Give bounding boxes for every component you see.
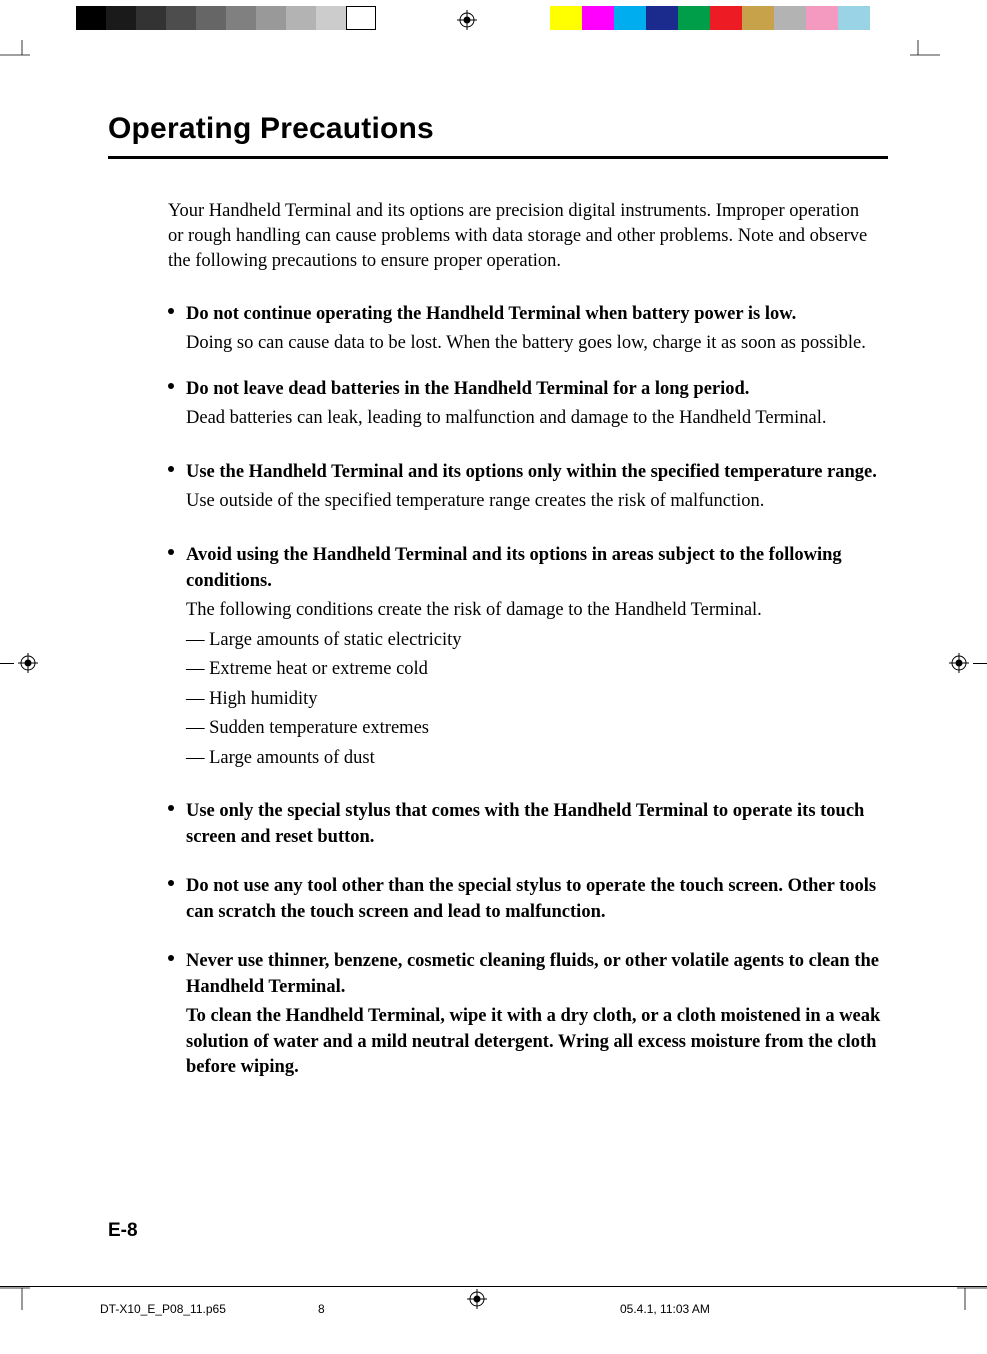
item-heading: Do not use any tool other than the speci… [186,876,876,922]
color-swatch [806,6,838,30]
item-heading: Avoid using the Handheld Terminal and it… [186,545,842,591]
grayscale-swatch [196,6,226,30]
footer-filename: DT-X10_E_P08_11.p65 [100,1302,226,1316]
footer-timestamp: 05.4.1, 11:03 AM [620,1302,710,1316]
grayscale-swatch [106,6,136,30]
sublist-line: — High humidity [186,687,888,713]
list-item: Never use thinner, benzene, cosmetic cle… [168,949,888,1081]
crop-tick [973,663,987,664]
sublist-line: — Sudden temperature extremes [186,716,888,742]
grayscale-swatch [226,6,256,30]
color-swatch [646,6,678,30]
item-body: Dead batteries can leak, leading to malf… [186,406,888,432]
crop-mark-icon [957,1280,987,1310]
grayscale-swatch [316,6,346,30]
color-swatch [710,6,742,30]
title-rule [108,156,888,159]
footer-rule [0,1286,987,1287]
color-swatch [550,6,582,30]
footer-page: 8 [318,1302,325,1316]
item-heading: Use the Handheld Terminal and its option… [186,462,877,482]
item-heading: Never use thinner, benzene, cosmetic cle… [186,951,879,997]
crop-mark-icon [0,40,30,70]
intro-paragraph: Your Handheld Terminal and its options a… [168,199,868,274]
precaution-list: Do not continue operating the Handheld T… [168,302,888,1081]
list-item: Avoid using the Handheld Terminal and it… [168,543,888,771]
bullet-icon [168,955,174,961]
sublist-line: — Large amounts of static electricity [186,628,888,654]
grayscale-swatch [166,6,196,30]
crop-mark-icon [0,1280,30,1310]
color-swatch [742,6,774,30]
registration-mark-icon [18,653,38,673]
color-swatch [678,6,710,30]
page-title: Operating Precautions [108,112,888,152]
color-swatch [838,6,870,30]
printer-color-bars [0,6,987,32]
item-heading: Do not leave dead batteries in the Handh… [186,379,749,399]
crop-mark-icon [910,40,940,70]
registration-mark-icon [457,10,477,30]
item-body: Doing so can cause data to be lost. When… [186,331,888,357]
page-number: E-8 [108,1220,138,1242]
item-heading: Use only the special stylus that comes w… [186,801,864,847]
bullet-icon [168,880,174,886]
document-page: Operating Precautions Your Handheld Term… [108,112,888,1101]
color-swatch [582,6,614,30]
bullet-icon [168,383,174,389]
color-swatch [774,6,806,30]
sublist-line: — Extreme heat or extreme cold [186,657,888,683]
item-sublist: — Large amounts of static electricity — … [186,628,888,772]
bullet-icon [168,308,174,314]
grayscale-swatch [286,6,316,30]
grayscale-swatch [346,6,376,30]
grayscale-swatch [136,6,166,30]
sublist-line: — Large amounts of dust [186,746,888,772]
registration-mark-icon [467,1289,487,1309]
item-body-bold: To clean the Handheld Terminal, wipe it … [186,1004,888,1081]
list-item: Do not leave dead batteries in the Handh… [168,377,888,432]
color-swatch [614,6,646,30]
list-item: Do not use any tool other than the speci… [168,874,888,925]
bullet-icon [168,466,174,472]
grayscale-swatch [76,6,106,30]
print-footer: DT-X10_E_P08_11.p65 8 05.4.1, 11:03 AM [0,1302,987,1332]
item-body: The following conditions create the risk… [186,598,888,624]
registration-mark-icon [949,653,969,673]
grayscale-swatch [256,6,286,30]
item-heading: Do not continue operating the Handheld T… [186,304,796,324]
list-item: Do not continue operating the Handheld T… [168,302,888,357]
bullet-icon [168,805,174,811]
bullet-icon [168,549,174,555]
crop-tick [0,663,14,664]
list-item: Use the Handheld Terminal and its option… [168,460,888,515]
item-body: Use outside of the specified temperature… [186,489,888,515]
list-item: Use only the special stylus that comes w… [168,799,888,850]
